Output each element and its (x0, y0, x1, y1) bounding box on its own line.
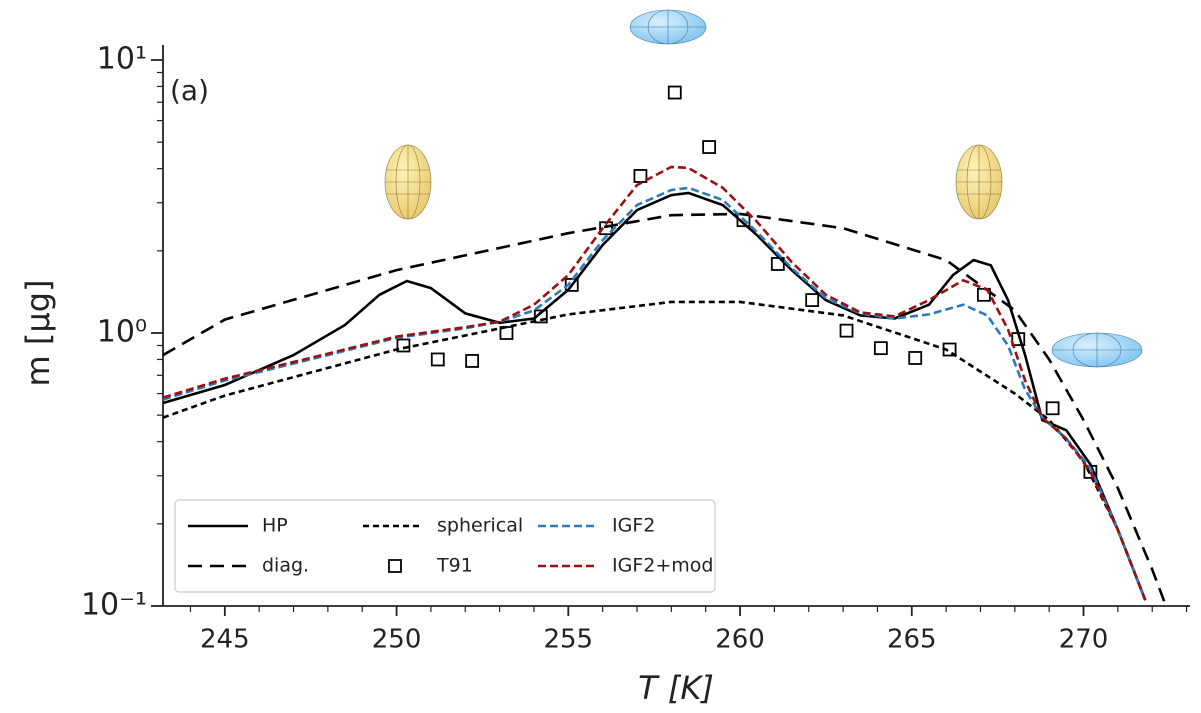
marker (396, 338, 411, 353)
x-tick-label: 270 (1059, 625, 1109, 655)
marker (533, 309, 548, 324)
marker (839, 323, 854, 338)
series-line (162, 165, 1147, 601)
legend-label: IGF2+mod (612, 555, 713, 577)
y-axis-title: m [μg] (19, 280, 57, 387)
y-tick-label: 10⁰ (97, 315, 147, 350)
legend-label: HP (262, 515, 288, 537)
marker (805, 293, 820, 307)
x-tick-label: 265 (887, 625, 937, 655)
x-tick-label: 260 (715, 625, 765, 655)
marker (564, 278, 579, 292)
marker (465, 354, 480, 368)
legend-label: spherical (437, 515, 523, 537)
oblate-icon (1051, 332, 1143, 368)
marker (908, 351, 923, 365)
marker (736, 213, 751, 228)
prolate-icon (955, 144, 1003, 220)
panel-label: (a) (170, 74, 209, 107)
x-tick-label: 245 (200, 625, 250, 655)
marker (942, 342, 957, 357)
marker (770, 257, 785, 271)
legend-label: T91 (436, 555, 473, 577)
legend: HP diag. spherical T91 IGF2 IGF2+mod (174, 499, 716, 593)
prolate-icon (384, 144, 432, 220)
oblate-icon (629, 9, 707, 45)
marker (702, 140, 717, 154)
marker (1083, 464, 1098, 479)
y-tick-label: 10¹ (97, 42, 147, 77)
marker (430, 352, 445, 367)
legend-frame (174, 499, 716, 593)
marker (499, 326, 514, 340)
legend-marker (388, 559, 402, 573)
series-line (162, 212, 1168, 607)
marker (1011, 332, 1026, 346)
marker (873, 341, 888, 356)
x-tick-label: 250 (372, 625, 422, 655)
marker (633, 169, 648, 183)
y-tick-label: 10⁻¹ (81, 588, 147, 623)
marker (1045, 401, 1060, 416)
legend-label: diag. (262, 555, 309, 577)
marker (667, 85, 682, 100)
x-axis-title: T [K] (638, 669, 714, 707)
legend-label: IGF2 (612, 515, 655, 537)
x-tick-label: 255 (543, 625, 593, 655)
